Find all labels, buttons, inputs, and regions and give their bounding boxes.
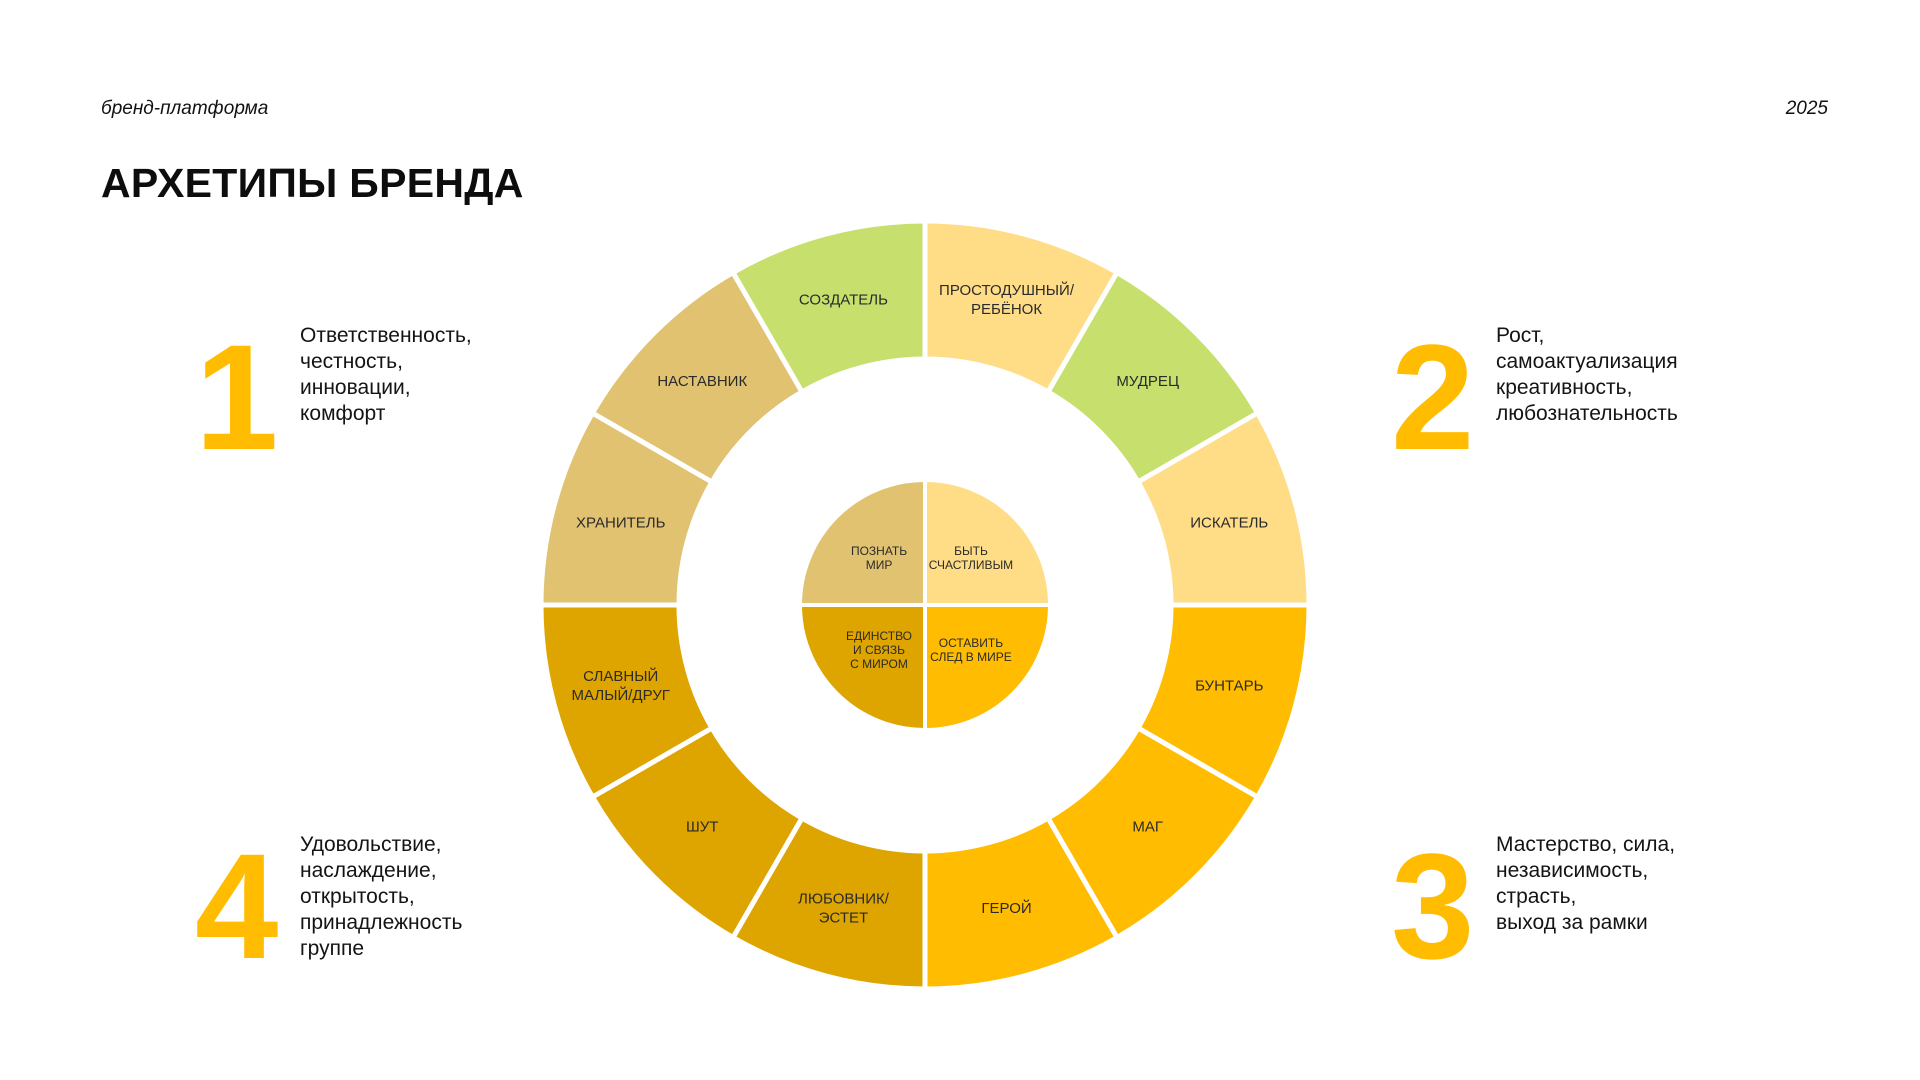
group-2-line: самоактуализация (1496, 350, 1678, 373)
group-4: 4 Удовольствие, наслаждение, открытость,… (195, 831, 555, 991)
group-4-line: Удовольствие, (300, 833, 442, 856)
group-4-line: открытость, (300, 885, 415, 908)
archetype-label: ЛЮБОВНИК/ЭСТЕТ (798, 891, 890, 927)
core-quadrant (923, 477, 1053, 607)
core-quadrant (797, 603, 927, 733)
group-1-line: Ответственность, (300, 324, 472, 347)
archetype-label: СЛАВНЫЙ МАЛЫЙ/ДРУГ (572, 667, 670, 704)
core-label: БЫТЬ СЧАСТЛИВЫМ (929, 544, 1013, 572)
archetype-label: СОЗДАТЕЛЬ (799, 292, 888, 309)
group-2: 2 Рост, самоактуализация креативность, л… (1391, 322, 1751, 482)
group-2-text: Рост, самоактуализация креативность, люб… (1496, 323, 1678, 427)
archetype-label: ШУТ (686, 819, 718, 836)
header-label: бренд-платформа (101, 98, 269, 119)
group-3-number: 3 (1391, 822, 1475, 990)
archetype-segment (729, 218, 928, 396)
core-quadrant (923, 603, 1053, 733)
group-2-number: 2 (1391, 313, 1475, 481)
archetype-label: ХРАНИТЕЛЬ (576, 514, 666, 531)
group-3-text: Мастерство, сила, независимость, страсть… (1496, 832, 1675, 936)
group-2-line: любознательность (1496, 402, 1678, 425)
group-2-line: Рост, (1496, 324, 1545, 347)
group-2-line: креативность, (1496, 376, 1633, 399)
group-1: 1 Ответственность, честность, инновации,… (195, 322, 555, 482)
core-label: ЕДИНСТВО И СВЯЗЬ С МИРОМ (846, 629, 912, 671)
group-3: 3 Мастерство, сила, независимость, страс… (1391, 831, 1751, 991)
group-4-number: 4 (195, 822, 279, 990)
group-4-text: Удовольствие, наслаждение, открытость, п… (300, 832, 462, 962)
group-3-line: Мастерство, сила, (1496, 833, 1676, 856)
group-4-line: группе (300, 937, 365, 960)
core-label: ОСТАВИТЬ СЛЕД В МИРЕ (930, 636, 1012, 664)
group-4-line: наслаждение, (300, 859, 437, 882)
core-quadrant (797, 477, 927, 607)
archetype-label: НАСТАВНИК (657, 373, 747, 390)
archetype-label: ИСКАТЕЛЬ (1190, 514, 1268, 531)
core-label: ПОЗНАТЬ МИР (851, 544, 907, 572)
group-1-line: инновации, (300, 376, 411, 399)
group-3-line: независимость, (1496, 859, 1649, 882)
group-1-text: Ответственность, честность, инновации, к… (300, 323, 472, 427)
archetype-label: МУДРЕЦ (1116, 373, 1179, 390)
archetype-label: МАГ (1132, 819, 1163, 836)
group-1-number: 1 (195, 313, 279, 481)
group-3-line: страсть, (1496, 885, 1577, 908)
page-title: АРХЕТИПЫ БРЕНДА (101, 160, 524, 206)
group-3-line: выход за рамки (1496, 911, 1648, 934)
group-1-line: комфорт (300, 402, 386, 425)
archetype-label: ПРОСТОДУШНЫЙ/РЕБЁНОК (939, 281, 1075, 318)
header-year: 2025 (1785, 98, 1828, 119)
archetype-label: БУНТАРЬ (1195, 677, 1264, 694)
archetype-label: ГЕРОЙ (981, 899, 1031, 917)
group-4-line: принадлежность (300, 911, 463, 934)
group-1-line: честность, (300, 350, 403, 373)
